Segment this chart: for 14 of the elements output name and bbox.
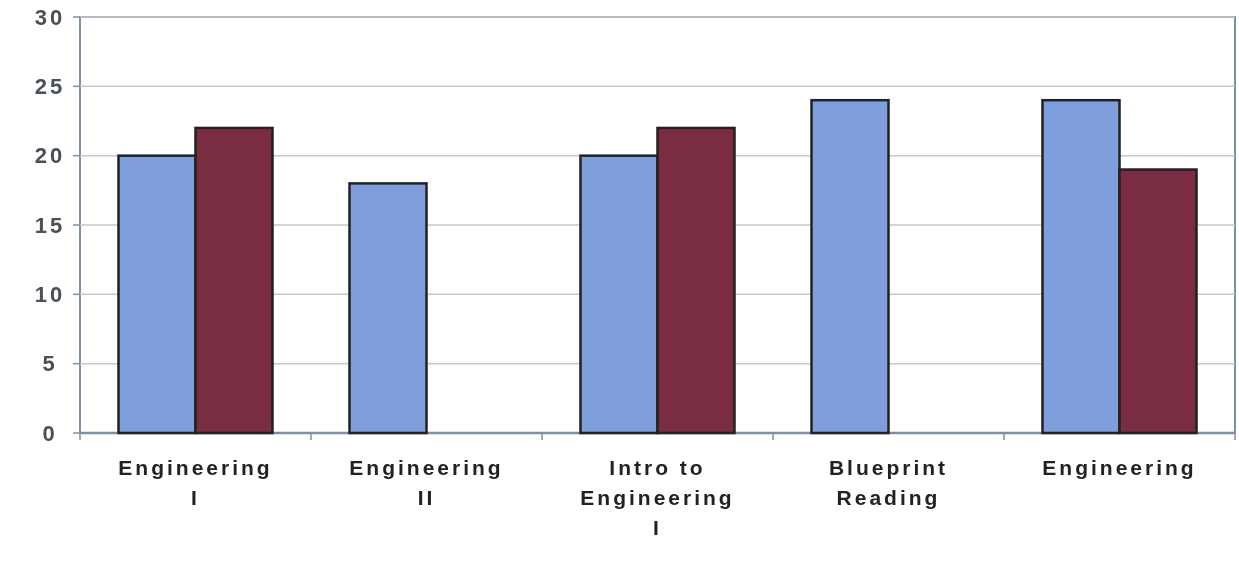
y-tick-label: 25 (34, 74, 66, 100)
x-tick-label: Engineering I (118, 456, 273, 509)
x-tick-label: Engineering (1042, 456, 1197, 479)
y-tick-label: 15 (34, 212, 66, 238)
x-tick-label: Engineering II (349, 456, 504, 509)
bar (348, 182, 428, 435)
bar (810, 98, 890, 435)
x-tick-label: Intro to Engineering I (580, 456, 735, 539)
x-tick-label: Blueprint Reading (828, 456, 949, 509)
y-tick-label: 20 (34, 143, 66, 169)
y-tick-label: 0 (42, 420, 58, 446)
y-tick-label: 10 (34, 282, 66, 308)
y-tick-label: 30 (34, 4, 66, 30)
y-tick-label: 5 (42, 351, 58, 377)
